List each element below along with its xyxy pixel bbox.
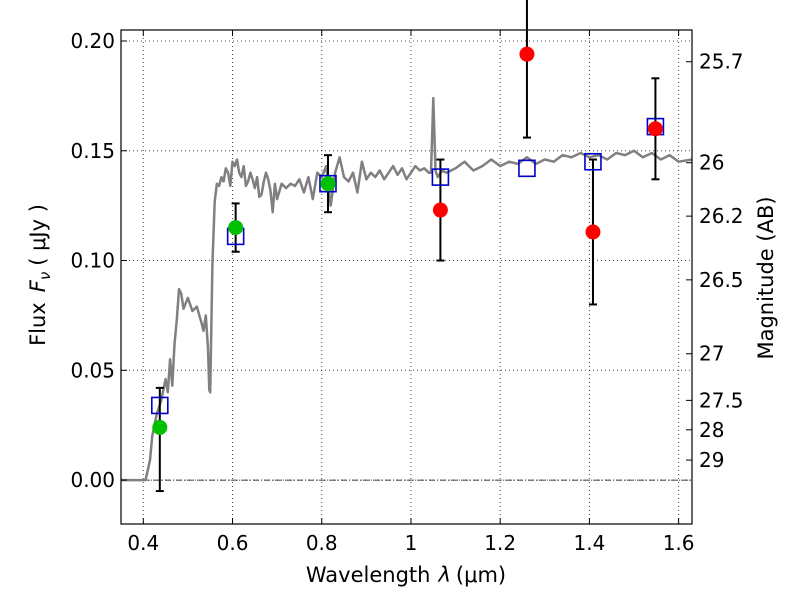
y-tick-label: 0.00 (70, 468, 115, 492)
mag-tick-label: 27 (699, 342, 724, 366)
model-photometry-square (319, 174, 337, 193)
spectrum-layer (121, 96, 693, 482)
y2-axis-label: Magnitude (AB) (754, 196, 778, 359)
x-tick-label: 0.8 (306, 531, 338, 555)
mag-tick-label: 27.5 (699, 388, 744, 412)
x-tick-label: 1.6 (663, 531, 695, 555)
y-tick-label: 0.10 (70, 249, 115, 273)
detection-point-red (519, 46, 535, 62)
grid-layer (121, 30, 692, 524)
plot-frame (120, 29, 693, 525)
detection-point-green (320, 176, 336, 192)
model-photometry-square (518, 159, 536, 178)
x-tick-label: 1 (405, 531, 418, 555)
model-photometry-square (151, 396, 169, 415)
tick-layer: 0.4 0.6 0.8 1 1.2 1.4 1.6 0.00 0.05 0.10 0.15 0.20 2… (70, 29, 743, 555)
x-tick-label: 1.2 (484, 531, 516, 555)
mag-tick-label: 25.7 (699, 50, 744, 74)
model-photometry-square (584, 152, 602, 171)
mag-tick-label: 29 (699, 448, 724, 472)
errorbar-layer (155, 0, 660, 493)
detection-point-green (152, 419, 168, 435)
mag-tick-label: 26.2 (699, 204, 744, 228)
x-tick-label: 0.6 (217, 531, 249, 555)
detection-point-red (432, 202, 448, 218)
model-spectrum-line (121, 96, 693, 482)
detection-point-red (647, 121, 663, 137)
x-tick-label: 1.4 (573, 531, 605, 555)
y-axis-label: FluxFν( μJy ) (26, 204, 54, 346)
y-tick-label: 0.05 (70, 358, 115, 382)
detection-point-green (228, 220, 244, 236)
marker-layer (151, 46, 665, 435)
x-axis-label: Wavelength λ (μm) (306, 563, 506, 587)
y-tick-label: 0.15 (70, 139, 115, 163)
x-tick-label: 0.4 (127, 531, 159, 555)
mag-tick-label: 26.5 (699, 268, 744, 292)
detection-point-red (585, 224, 601, 240)
model-photometry-square (431, 168, 450, 186)
y-tick-label: 0.20 (70, 29, 115, 53)
mag-tick-label: 26 (699, 151, 724, 175)
mag-tick-label: 28 (699, 418, 724, 442)
